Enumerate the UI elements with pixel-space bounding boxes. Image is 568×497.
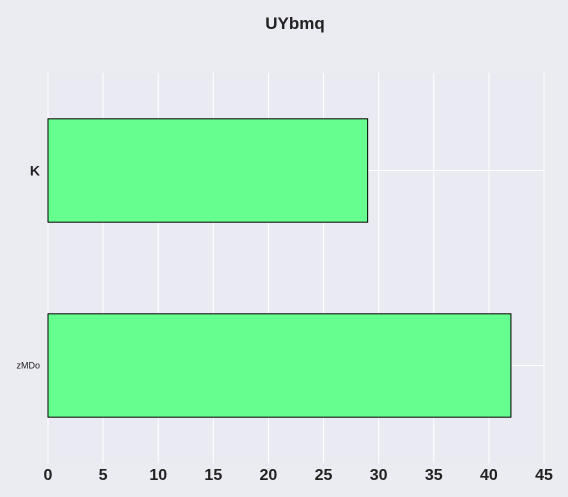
x-tick-label: 0 bbox=[44, 467, 53, 484]
bar-zMDo bbox=[47, 313, 512, 418]
x-tick-label: 5 bbox=[99, 467, 108, 484]
chart-title: UYbmq bbox=[265, 14, 325, 33]
bar-K bbox=[47, 118, 369, 223]
x-tick-label: 25 bbox=[315, 467, 333, 484]
x-axis-ticks: 0 5 10 15 20 25 30 35 40 45 bbox=[44, 467, 553, 484]
x-tick-label: 35 bbox=[425, 467, 443, 484]
y-tick-label: zMDo bbox=[16, 361, 40, 371]
x-tick-label: 45 bbox=[535, 467, 553, 484]
x-tick-label: 15 bbox=[204, 467, 222, 484]
x-tick-label: 10 bbox=[149, 467, 167, 484]
x-tick-label: 40 bbox=[480, 467, 498, 484]
bars bbox=[47, 118, 512, 418]
x-tick-label: 30 bbox=[370, 467, 388, 484]
y-tick-label: K bbox=[30, 163, 40, 179]
x-tick-label: 20 bbox=[260, 467, 278, 484]
